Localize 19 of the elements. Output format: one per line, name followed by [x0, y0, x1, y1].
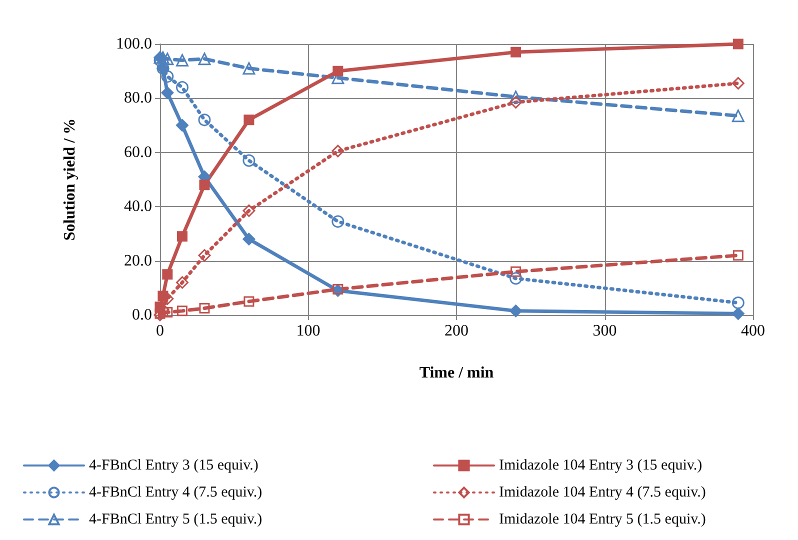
x-tick-label: 0 — [156, 322, 164, 340]
y-tick-label: 0.0 — [132, 306, 152, 324]
x-tick-label: 300 — [592, 322, 617, 340]
y-tick-label: 20.0 — [124, 252, 152, 270]
legend-label: 4-FBnCl Entry 4 (7.5 equiv.) — [89, 484, 262, 500]
legend-label: 4-FBnCl Entry 5 (1.5 equiv.) — [89, 512, 262, 528]
x-axis-title: Time / min — [419, 364, 494, 382]
y-tick-label: 100.0 — [116, 36, 152, 52]
y-axis-title: Solution yield / % — [62, 118, 78, 241]
y-tick-label: 60.0 — [124, 144, 152, 161]
y-tick-label: 80.0 — [124, 90, 152, 107]
x-tick-label: 200 — [444, 322, 468, 340]
legend-label: Imidazole 104 Entry 4 (7.5 equiv.) — [499, 484, 706, 500]
x-tick-label: 400 — [741, 322, 765, 340]
legend-label: Imidazole 104 Entry 3 (15 equiv.) — [499, 458, 702, 474]
legend-label: Imidazole 104 Entry 5 (1.5 equiv.) — [499, 512, 706, 528]
legend-label: 4-FBnCl Entry 3 (15 equiv.) — [89, 458, 258, 474]
x-tick-label: 100 — [296, 322, 320, 340]
y-tick-label: 40.0 — [124, 198, 152, 216]
